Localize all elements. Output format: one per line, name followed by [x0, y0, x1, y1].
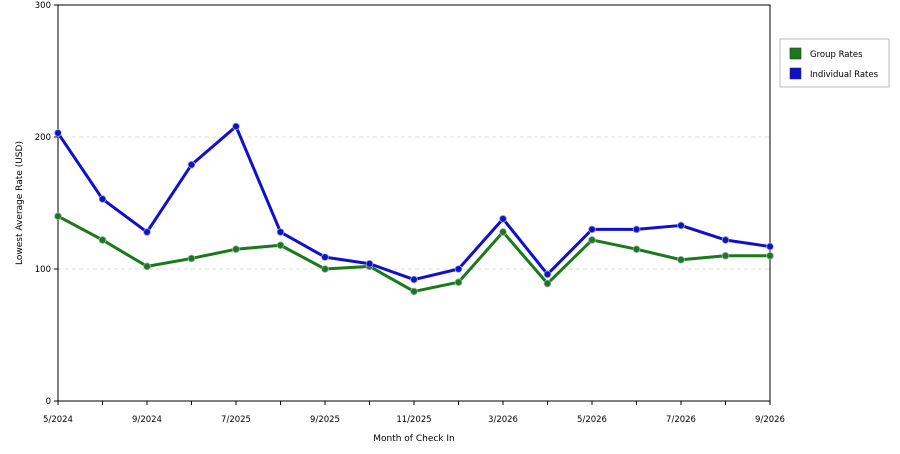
x-tick-label: 7/2025: [221, 415, 251, 425]
data-point: [632, 245, 641, 254]
data-point: [632, 225, 641, 234]
data-point: [454, 278, 463, 287]
data-point: [321, 265, 329, 273]
x-tick-label: 9/2025: [310, 415, 340, 425]
axes: 0 100 200 300 5/2024 9/2024 7/2025 9/2025 11/202…: [35, 1, 785, 425]
data-point: [276, 241, 285, 250]
y-tick-label: 300: [35, 1, 51, 11]
data-point: [98, 236, 107, 244]
y-tick-label: 0: [46, 397, 51, 407]
data-point: [98, 195, 107, 203]
data-point: [588, 225, 596, 234]
x-tick-label: 9/2024: [132, 415, 162, 425]
legend-swatch: [789, 47, 802, 60]
data-point: [143, 262, 151, 271]
x-tick-label: 11/2025: [396, 415, 431, 425]
data-point: [187, 160, 196, 169]
data-point: [543, 279, 552, 288]
series-individual-rates: [54, 122, 774, 284]
data-point: [187, 254, 196, 263]
data-point: [143, 228, 151, 236]
x-tick-label: 3/2026: [488, 415, 518, 425]
data-point: [677, 255, 685, 264]
legend-swatch: [789, 67, 802, 80]
x-tick-label: 9/2026: [755, 415, 785, 425]
data-point: [276, 228, 285, 236]
data-point: [499, 228, 507, 236]
x-axis-title: Month of Check In: [373, 434, 455, 444]
x-tick-label: 5/2024: [43, 415, 73, 425]
data-point: [766, 252, 774, 260]
data-point: [232, 245, 240, 254]
data-point: [588, 236, 596, 244]
data-point: [365, 259, 374, 268]
data-point: [543, 270, 552, 279]
data-point: [410, 275, 418, 284]
y-tick-label: 100: [35, 265, 51, 275]
legend-label: Individual Rates: [810, 70, 879, 80]
data-point: [232, 122, 240, 131]
legend-label: Group Rates: [810, 50, 863, 60]
x-tick-label: 7/2026: [666, 415, 696, 425]
data-point: [410, 287, 418, 296]
data-point: [499, 215, 507, 223]
x-tick-label: 5/2026: [577, 415, 607, 425]
data-point: [54, 129, 62, 137]
data-point: [766, 242, 774, 251]
series: [54, 122, 774, 296]
y-axis-title: Lowest Average Rate (USD): [15, 141, 25, 265]
y-tick-label: 200: [35, 133, 51, 143]
legend: Group Rates Individual Rates: [779, 38, 890, 88]
data-point: [54, 212, 62, 221]
data-point: [721, 236, 730, 244]
data-point: [321, 253, 329, 261]
data-point: [721, 252, 730, 260]
data-point: [454, 265, 463, 273]
data-point: [677, 221, 685, 230]
